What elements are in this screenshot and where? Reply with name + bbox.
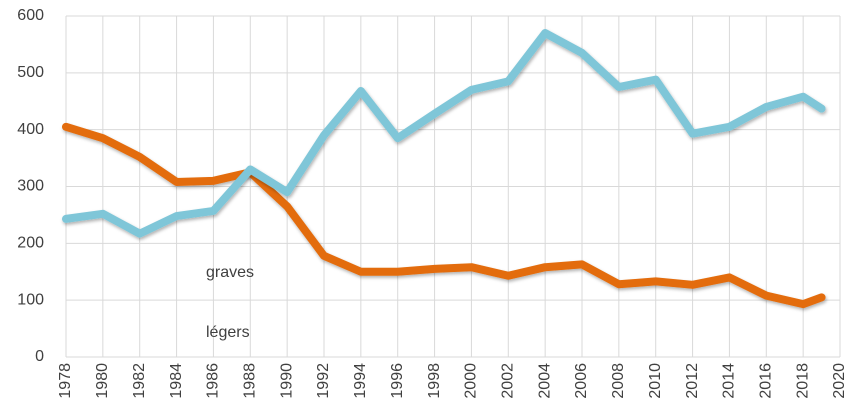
x-tick-label: 1994 [352, 363, 369, 399]
x-tick-label: 1980 [94, 363, 111, 399]
legend-label: graves [206, 264, 254, 281]
x-tick-label: 2012 [684, 363, 701, 399]
x-tick-label: 1998 [426, 363, 443, 399]
x-tick-label: 1986 [205, 363, 222, 399]
x-tick-label: 1996 [389, 363, 406, 399]
x-tick-label: 1988 [242, 363, 259, 399]
x-tick-label: 2002 [500, 363, 517, 399]
series-line [62, 29, 826, 238]
x-tick-label: 2020 [831, 363, 848, 399]
x-tick-label: 2008 [610, 363, 627, 399]
y-tick-label: 500 [17, 64, 44, 81]
x-tick-label: 1992 [315, 363, 332, 399]
x-tick-label: 1984 [168, 363, 185, 399]
y-tick-label: 0 [35, 348, 44, 365]
y-tick-label: 400 [17, 121, 44, 138]
y-tick-label: 200 [17, 235, 44, 252]
x-tick-label: 1990 [278, 363, 295, 399]
y-tick-label: 300 [17, 178, 44, 195]
x-tick-label: 2010 [647, 363, 664, 399]
x-tick-label: 2000 [463, 363, 480, 399]
x-tick-label: 1982 [131, 363, 148, 399]
x-tick-label: 1978 [57, 363, 74, 399]
x-tick-label: 2018 [794, 363, 811, 399]
x-tick-label: 2004 [536, 363, 553, 399]
y-tick-label: 100 [17, 291, 44, 308]
x-tick-label: 2006 [573, 363, 590, 399]
y-tick-label: 600 [17, 7, 44, 24]
legend-label: légers [206, 324, 250, 341]
x-tick-label: 2016 [758, 363, 775, 399]
x-tick-label: 2014 [721, 363, 738, 399]
series-line [62, 122, 826, 309]
